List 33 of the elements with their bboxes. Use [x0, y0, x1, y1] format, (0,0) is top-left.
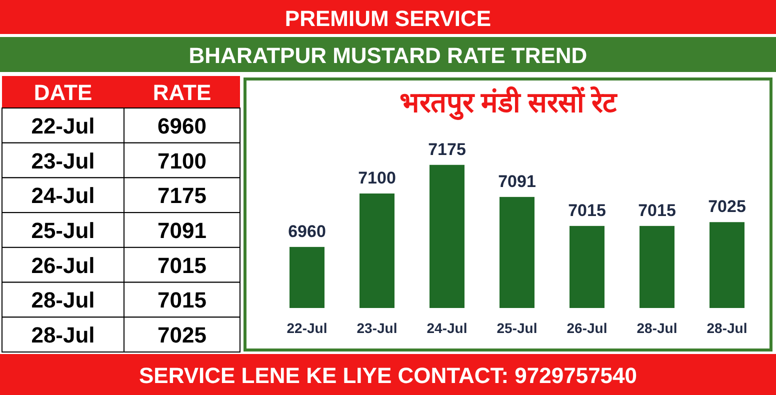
x-tick-label: 22-Jul	[286, 320, 328, 336]
category-label: 23-Jul	[31, 148, 95, 174]
x-tick-label: 28-Jul	[706, 320, 748, 336]
text: DATE	[34, 80, 92, 105]
category-label: 26-Jul	[31, 252, 95, 278]
value-label: 7175	[158, 183, 206, 208]
x-tick-label: 24-Jul	[426, 320, 468, 336]
data-label: 7100	[358, 168, 396, 188]
chart-title: भरतपुर मंडी सरसों रेट	[399, 86, 618, 120]
category-label: 28-Jul	[31, 288, 95, 313]
value-label: 7015	[158, 288, 206, 313]
category-label: 24-Jul	[31, 183, 95, 208]
value-label: 7015	[158, 252, 206, 278]
data-label: 7015	[638, 200, 676, 220]
value-label: 7025	[158, 322, 206, 348]
text: SERVICE LENE KE LIYE CONTACT: 9729757540	[138, 363, 638, 388]
data-label: 7175	[428, 140, 466, 159]
category-label: 22-Jul	[31, 113, 95, 138]
value-label: 7100	[158, 148, 206, 174]
text: BHARATPUR MUSTARD RATE TREND	[188, 43, 588, 68]
value-label: 7091	[158, 218, 206, 243]
value-label: 6960	[158, 113, 206, 138]
category-label: 25-Jul	[31, 218, 95, 243]
data-label: 6960	[288, 222, 326, 241]
x-tick-label: 23-Jul	[356, 320, 398, 336]
data-label: 7025	[708, 197, 746, 216]
x-tick-label: 26-Jul	[566, 320, 608, 336]
data-label: 7091	[498, 172, 536, 191]
text: RATE	[152, 80, 212, 105]
x-tick-label: 28-Jul	[636, 320, 678, 336]
x-tick-label: 25-Jul	[496, 320, 538, 336]
text: PREMIUM SERVICE	[284, 6, 492, 31]
data-label: 7015	[568, 200, 606, 220]
